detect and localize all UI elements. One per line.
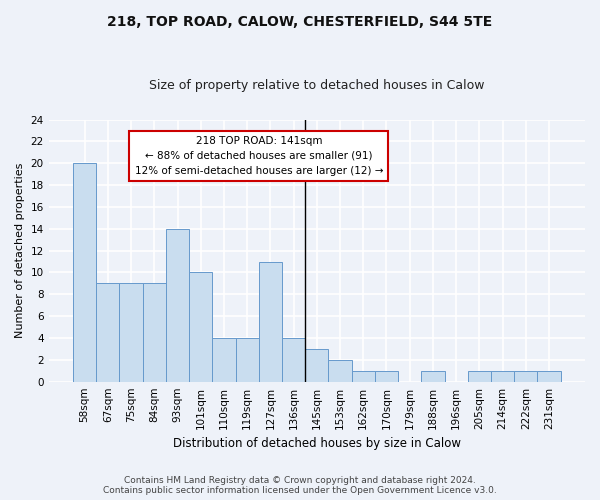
Text: 218, TOP ROAD, CALOW, CHESTERFIELD, S44 5TE: 218, TOP ROAD, CALOW, CHESTERFIELD, S44 … <box>107 15 493 29</box>
Bar <box>119 284 143 382</box>
Title: Size of property relative to detached houses in Calow: Size of property relative to detached ho… <box>149 79 485 92</box>
Bar <box>212 338 236 382</box>
Bar <box>305 349 328 382</box>
Bar <box>96 284 119 382</box>
X-axis label: Distribution of detached houses by size in Calow: Distribution of detached houses by size … <box>173 437 461 450</box>
Bar <box>375 371 398 382</box>
Bar <box>328 360 352 382</box>
Bar <box>259 262 282 382</box>
Bar <box>421 371 445 382</box>
Bar <box>491 371 514 382</box>
Bar <box>166 229 189 382</box>
Bar <box>189 272 212 382</box>
Bar <box>143 284 166 382</box>
Bar <box>514 371 538 382</box>
Bar <box>236 338 259 382</box>
Bar <box>468 371 491 382</box>
Text: 218 TOP ROAD: 141sqm
← 88% of detached houses are smaller (91)
12% of semi-detac: 218 TOP ROAD: 141sqm ← 88% of detached h… <box>134 136 383 175</box>
Text: Contains HM Land Registry data © Crown copyright and database right 2024.
Contai: Contains HM Land Registry data © Crown c… <box>103 476 497 495</box>
Bar <box>282 338 305 382</box>
Bar <box>538 371 560 382</box>
Bar <box>352 371 375 382</box>
Bar <box>73 163 96 382</box>
Y-axis label: Number of detached properties: Number of detached properties <box>15 163 25 338</box>
